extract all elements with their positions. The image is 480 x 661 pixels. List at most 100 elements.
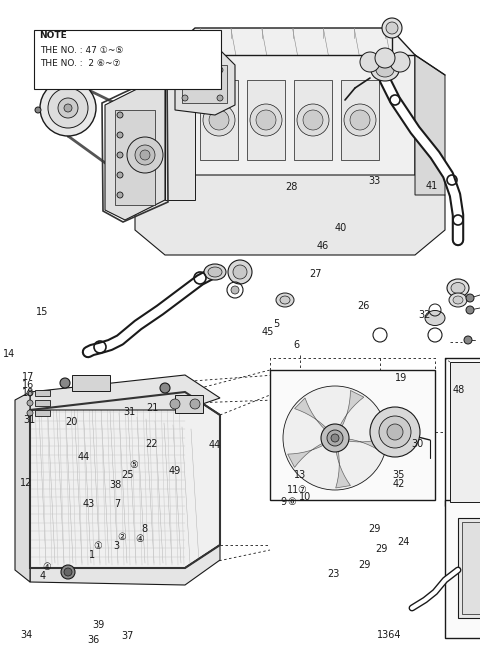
Text: ①: ① xyxy=(93,541,102,551)
Text: 15: 15 xyxy=(36,307,48,317)
Text: 41: 41 xyxy=(426,181,438,192)
Polygon shape xyxy=(30,392,220,568)
Text: 5: 5 xyxy=(273,319,279,329)
Text: ⑥: ⑥ xyxy=(288,497,296,508)
Text: 38: 38 xyxy=(109,479,121,490)
Text: 28: 28 xyxy=(286,182,298,192)
Polygon shape xyxy=(295,398,327,430)
Circle shape xyxy=(182,95,188,101)
Polygon shape xyxy=(165,28,415,200)
Polygon shape xyxy=(336,449,350,488)
Circle shape xyxy=(117,152,123,158)
Circle shape xyxy=(466,306,474,314)
Circle shape xyxy=(464,336,472,344)
Circle shape xyxy=(321,424,349,452)
Bar xyxy=(115,110,155,205)
Text: 19: 19 xyxy=(395,373,407,383)
Ellipse shape xyxy=(371,59,399,81)
Polygon shape xyxy=(288,443,325,467)
Circle shape xyxy=(48,88,88,128)
Bar xyxy=(35,410,50,416)
Circle shape xyxy=(217,67,223,73)
Circle shape xyxy=(117,112,123,118)
Polygon shape xyxy=(165,55,195,200)
Text: 42: 42 xyxy=(392,479,405,489)
Text: 22: 22 xyxy=(145,439,157,449)
Circle shape xyxy=(209,110,229,130)
Circle shape xyxy=(344,104,376,136)
Circle shape xyxy=(327,430,343,446)
Text: 11: 11 xyxy=(287,485,299,496)
Text: THE NO. : 47 ①~⑤: THE NO. : 47 ①~⑤ xyxy=(39,46,123,56)
Text: NOTE: NOTE xyxy=(39,31,67,40)
Circle shape xyxy=(64,104,72,112)
Circle shape xyxy=(297,104,329,136)
Circle shape xyxy=(331,434,339,442)
Text: 4: 4 xyxy=(39,571,45,582)
Text: 46: 46 xyxy=(316,241,329,251)
Circle shape xyxy=(170,399,180,409)
Circle shape xyxy=(117,172,123,178)
Text: 10: 10 xyxy=(299,492,312,502)
Text: 6: 6 xyxy=(294,340,300,350)
Circle shape xyxy=(228,260,252,284)
Text: 48: 48 xyxy=(452,385,465,395)
Circle shape xyxy=(117,132,123,138)
Ellipse shape xyxy=(453,296,463,304)
Bar xyxy=(450,362,480,502)
Text: 9: 9 xyxy=(280,497,286,508)
Text: 17: 17 xyxy=(22,371,34,382)
Ellipse shape xyxy=(447,279,469,297)
Polygon shape xyxy=(415,55,445,195)
Text: 29: 29 xyxy=(368,524,381,534)
Circle shape xyxy=(182,67,188,73)
Polygon shape xyxy=(15,392,30,582)
Circle shape xyxy=(135,145,155,165)
Polygon shape xyxy=(339,391,364,428)
Text: 8: 8 xyxy=(141,524,147,534)
Ellipse shape xyxy=(425,311,445,325)
Text: 32: 32 xyxy=(419,309,431,320)
Bar xyxy=(35,390,50,396)
Text: 30: 30 xyxy=(411,439,424,449)
Bar xyxy=(462,522,480,614)
Text: 20: 20 xyxy=(65,416,77,427)
Bar xyxy=(72,375,110,391)
Text: 39: 39 xyxy=(92,619,105,630)
Circle shape xyxy=(127,137,163,173)
Text: 23: 23 xyxy=(327,568,340,579)
Text: 44: 44 xyxy=(209,440,221,450)
Circle shape xyxy=(382,18,402,38)
Circle shape xyxy=(61,565,75,579)
Text: 29: 29 xyxy=(375,543,388,554)
Text: 37: 37 xyxy=(121,631,133,641)
Bar xyxy=(270,370,435,500)
Circle shape xyxy=(140,150,150,160)
Bar xyxy=(35,400,50,406)
Text: 3: 3 xyxy=(113,541,119,551)
Circle shape xyxy=(117,192,123,198)
Circle shape xyxy=(375,48,395,68)
Circle shape xyxy=(35,107,41,113)
Text: ⑤: ⑤ xyxy=(129,459,138,470)
Text: 21: 21 xyxy=(146,403,159,413)
Circle shape xyxy=(303,110,323,130)
Circle shape xyxy=(283,386,387,490)
Circle shape xyxy=(231,286,239,294)
Circle shape xyxy=(233,265,247,279)
Circle shape xyxy=(350,110,370,130)
Text: ⑦: ⑦ xyxy=(297,485,306,496)
Text: 14: 14 xyxy=(2,348,15,359)
Text: 31: 31 xyxy=(123,407,136,418)
Circle shape xyxy=(379,416,411,448)
Text: 29: 29 xyxy=(359,560,371,570)
Polygon shape xyxy=(175,45,235,115)
Text: 43: 43 xyxy=(83,499,95,510)
Polygon shape xyxy=(105,75,165,220)
Text: 44: 44 xyxy=(78,452,90,463)
Polygon shape xyxy=(200,80,238,160)
Text: 40: 40 xyxy=(335,223,347,233)
Circle shape xyxy=(370,407,420,457)
Polygon shape xyxy=(30,375,220,410)
Circle shape xyxy=(160,383,170,393)
